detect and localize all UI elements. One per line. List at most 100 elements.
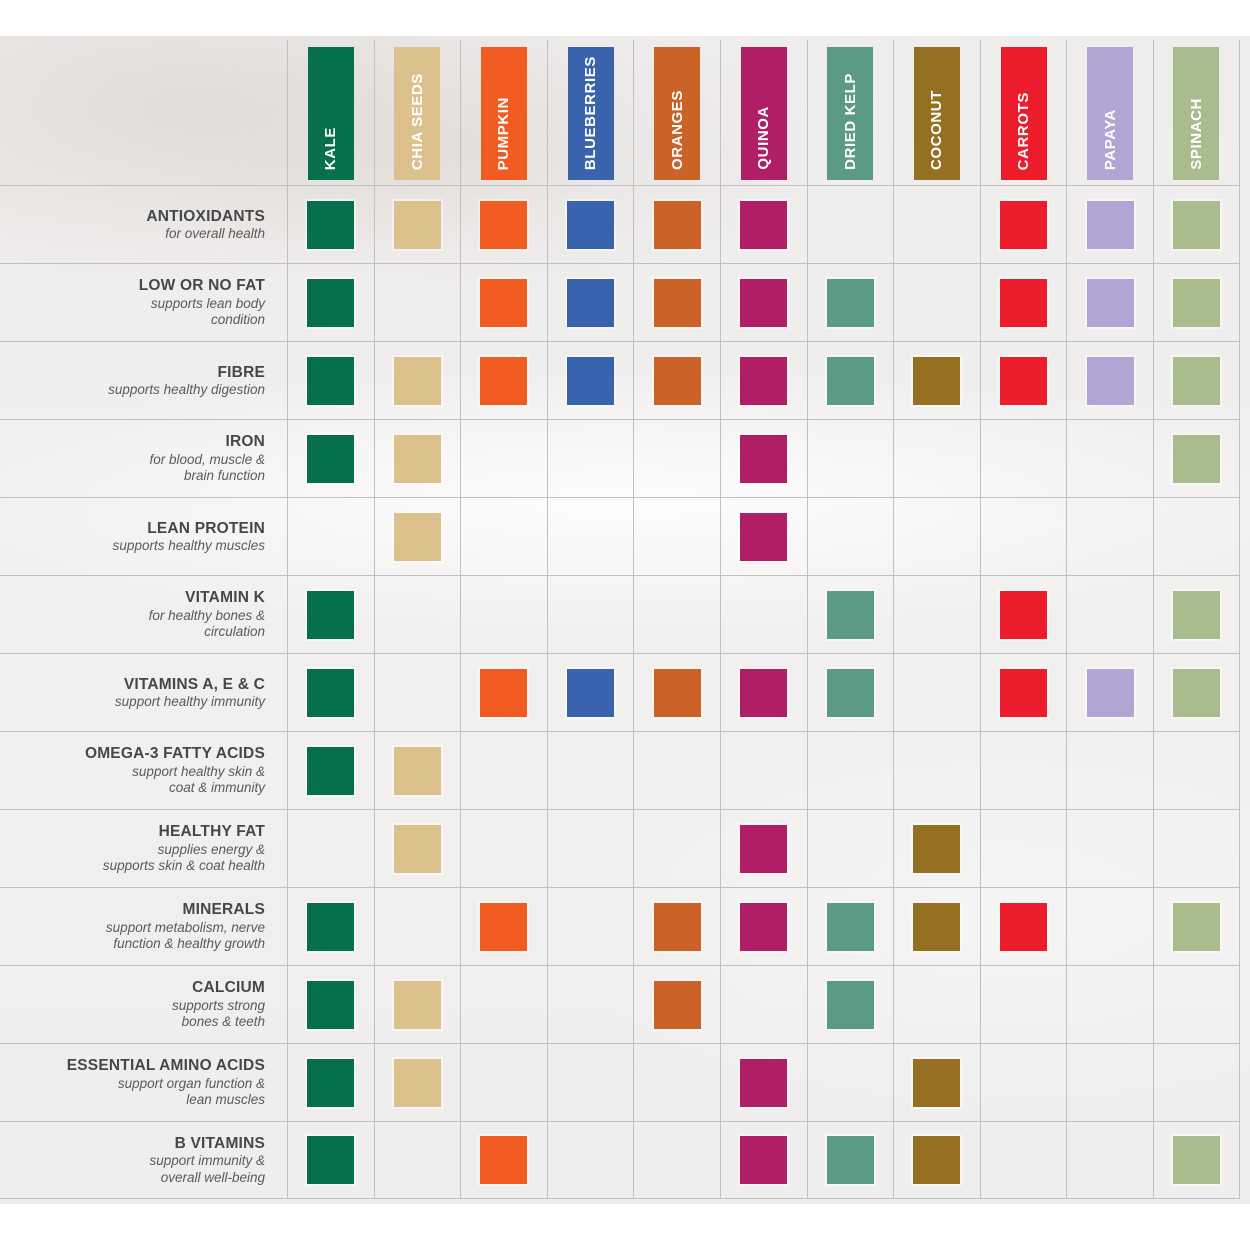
nutrient-swatch-coconut — [913, 902, 961, 951]
column-header-label: COCONUT — [928, 89, 946, 170]
matrix-cell-calcium-dried-kelp — [806, 966, 894, 1043]
matrix-cell-low-or-no-fat-quinoa — [719, 264, 807, 341]
column-header-label: PUMPKIN — [495, 96, 513, 170]
matrix-cell-fibre-quinoa — [719, 342, 807, 419]
row-label: LEAN PROTEIN supports healthy muscles — [0, 498, 287, 575]
matrix-cell-healthy-fat-oranges — [633, 810, 720, 887]
matrix-cell-lean-protein-kale — [287, 498, 374, 575]
matrix-cell-lean-protein-quinoa — [719, 498, 807, 575]
nutrient-swatch-coconut — [913, 356, 961, 405]
row-subtitle: supports healthy muscles — [112, 537, 265, 553]
matrix-cell-vitamin-k-pumpkin — [460, 576, 547, 653]
matrix-cell-essential-amino-acids-coconut — [893, 1044, 980, 1121]
matrix-cell-minerals-spinach — [1152, 888, 1240, 965]
nutrient-swatch-coconut — [913, 1136, 961, 1184]
nutrient-swatch-quinoa — [740, 434, 788, 483]
column-header-label: BLUEBERRIES — [582, 55, 600, 170]
row-subtitle: support organ function & lean muscles — [117, 1075, 265, 1108]
matrix-cell-calcium-oranges — [633, 966, 720, 1043]
matrix-cell-b-vitamins-coconut — [893, 1122, 980, 1198]
nutrient-swatch-pumpkin — [480, 902, 528, 951]
matrix-cell-essential-amino-acids-oranges — [633, 1044, 720, 1121]
row-subtitle: supports lean body condition — [150, 295, 265, 328]
matrix-cell-healthy-fat-kale — [287, 810, 374, 887]
matrix-cell-healthy-fat-chia-seeds — [373, 810, 461, 887]
matrix-cell-calcium-blueberries — [546, 966, 634, 1043]
column-header-spinach: SPINACH — [1152, 40, 1240, 185]
column-header-bar: CARROTS — [1000, 47, 1047, 180]
column-header-pumpkin: PUMPKIN — [460, 40, 547, 185]
matrix-cell-iron-kale — [287, 420, 374, 497]
row-subtitle: support immunity & overall well-being — [149, 1153, 265, 1185]
column-header-label: CARROTS — [1015, 91, 1033, 170]
nutrient-swatch-quinoa — [740, 1058, 788, 1107]
column-header-blueberries: BLUEBERRIES — [546, 40, 634, 185]
nutrient-swatch-oranges — [653, 980, 701, 1029]
matrix-cell-healthy-fat-papaya — [1066, 810, 1153, 887]
nutrient-swatch-papaya — [1086, 356, 1134, 405]
nutrient-swatch-papaya — [1086, 200, 1134, 249]
row-title: MINERALS — [182, 901, 265, 919]
nutrient-swatch-carrots — [1000, 356, 1048, 405]
matrix-cell-fibre-dried-kelp — [806, 342, 894, 419]
nutrient-swatch-spinach — [1172, 356, 1220, 405]
matrix-cell-vitamin-k-blueberries — [546, 576, 634, 653]
nutrient-swatch-dried-kelp — [826, 1136, 874, 1184]
row-title: IRON — [225, 433, 265, 451]
matrix-cell-minerals-kale — [287, 888, 374, 965]
matrix-cell-essential-amino-acids-dried-kelp — [806, 1044, 894, 1121]
matrix-cell-fibre-pumpkin — [460, 342, 547, 419]
matrix-cell-minerals-chia-seeds — [373, 888, 461, 965]
matrix-cell-antioxidants-papaya — [1066, 186, 1153, 263]
matrix-cell-vitamins-a-e-c-chia-seeds — [373, 654, 461, 731]
matrix-cell-minerals-oranges — [633, 888, 720, 965]
matrix-cell-essential-amino-acids-carrots — [979, 1044, 1067, 1121]
matrix-cell-lean-protein-spinach — [1152, 498, 1240, 575]
matrix-cell-fibre-oranges — [633, 342, 720, 419]
row-subtitle: supports strong bones & teeth — [171, 997, 265, 1030]
matrix-cell-minerals-papaya — [1066, 888, 1153, 965]
row-subtitle: support healthy immunity — [114, 693, 265, 709]
nutrient-swatch-pumpkin — [480, 668, 528, 717]
matrix-cell-b-vitamins-oranges — [633, 1122, 720, 1198]
matrix-cell-vitamin-k-papaya — [1066, 576, 1153, 653]
nutrient-swatch-papaya — [1086, 278, 1134, 327]
column-header-bar: DRIED KELP — [827, 47, 874, 180]
matrix-cell-lean-protein-blueberries — [546, 498, 634, 575]
matrix-cell-low-or-no-fat-coconut — [893, 264, 980, 341]
matrix-cell-omega-3-fatty-acids-papaya — [1066, 732, 1153, 809]
row-title: FIBRE — [217, 363, 265, 381]
nutrient-swatch-coconut — [913, 824, 961, 873]
column-header-bar: ORANGES — [654, 47, 701, 180]
nutrient-swatch-chia-seeds — [393, 434, 441, 483]
matrix-cell-minerals-coconut — [893, 888, 980, 965]
nutrient-swatch-quinoa — [740, 278, 788, 327]
row-subtitle: supplies energy & supports skin & coat h… — [102, 841, 265, 874]
matrix-cell-b-vitamins-chia-seeds — [373, 1122, 461, 1198]
nutrient-swatch-kale — [307, 980, 355, 1029]
matrix-cell-minerals-carrots — [979, 888, 1067, 965]
row-title: CALCIUM — [192, 979, 265, 997]
matrix-cell-essential-amino-acids-quinoa — [719, 1044, 807, 1121]
nutrient-swatch-quinoa — [740, 668, 788, 717]
row-label: ANTIOXIDANTS for overall health — [0, 186, 287, 263]
matrix-cell-low-or-no-fat-pumpkin — [460, 264, 547, 341]
nutrient-swatch-quinoa — [740, 200, 788, 249]
matrix-cell-healthy-fat-carrots — [979, 810, 1067, 887]
matrix-cell-vitamins-a-e-c-dried-kelp — [806, 654, 894, 731]
matrix-cell-vitamins-a-e-c-spinach — [1152, 654, 1240, 731]
row-subtitle: support healthy skin & coat & immunity — [132, 763, 265, 796]
matrix-cell-b-vitamins-spinach — [1152, 1122, 1240, 1198]
row-subtitle: for healthy bones & circulation — [148, 607, 265, 640]
matrix-cell-healthy-fat-coconut — [893, 810, 980, 887]
matrix-cell-antioxidants-spinach — [1152, 186, 1240, 263]
matrix-cell-b-vitamins-dried-kelp — [806, 1122, 894, 1198]
nutrient-swatch-spinach — [1172, 590, 1220, 639]
nutrient-swatch-pumpkin — [480, 356, 528, 405]
column-header-label: ORANGES — [668, 89, 686, 170]
matrix-cell-iron-carrots — [979, 420, 1067, 497]
nutrient-swatch-kale — [307, 356, 355, 405]
matrix-cell-vitamins-a-e-c-coconut — [893, 654, 980, 731]
